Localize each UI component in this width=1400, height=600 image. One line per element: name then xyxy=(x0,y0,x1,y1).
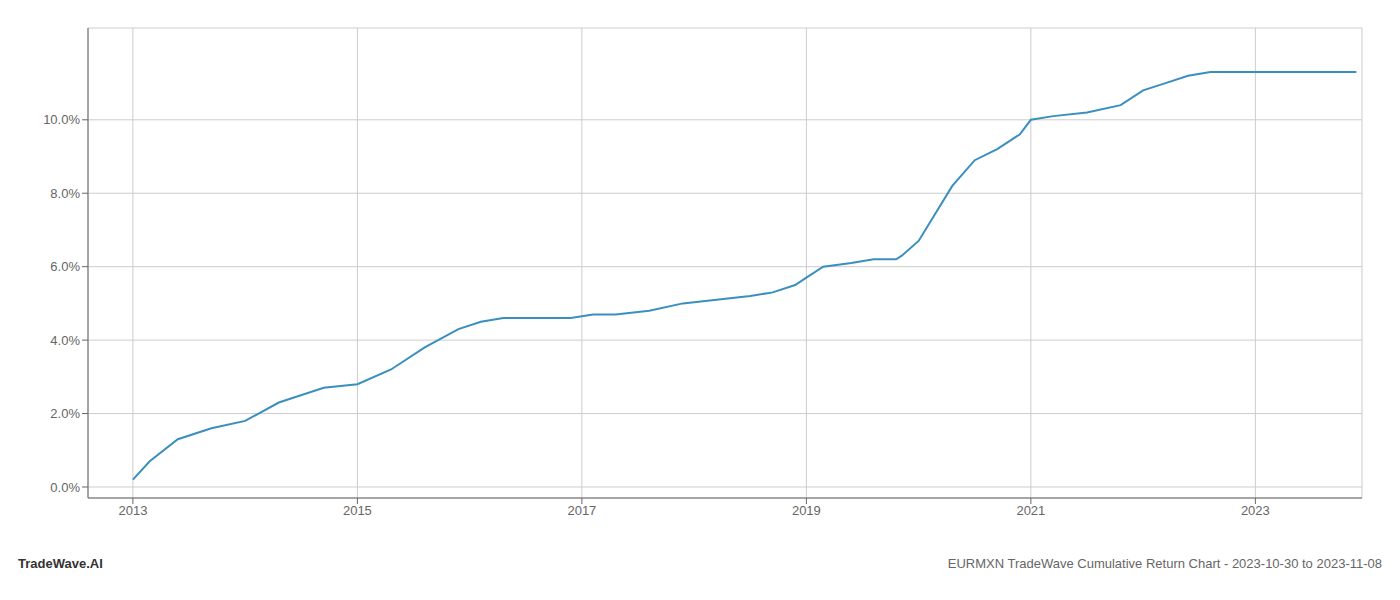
svg-text:2.0%: 2.0% xyxy=(50,406,80,421)
svg-text:6.0%: 6.0% xyxy=(50,259,80,274)
svg-text:2019: 2019 xyxy=(792,503,821,518)
svg-text:2023: 2023 xyxy=(1241,503,1270,518)
svg-text:2017: 2017 xyxy=(567,503,596,518)
svg-text:0.0%: 0.0% xyxy=(50,480,80,495)
svg-text:2013: 2013 xyxy=(118,503,147,518)
html-text:TradeWave.AI: TradeWave.AI xyxy=(18,555,103,571)
svg-text:2015: 2015 xyxy=(343,503,372,518)
svg-text:10.0%: 10.0% xyxy=(43,112,80,127)
html-text:EURMXN TradeWave Cumulative Re: EURMXN TradeWave Cumulative Return Chart… xyxy=(947,555,1382,571)
svg-text:4.0%: 4.0% xyxy=(50,333,80,348)
svg-text:2021: 2021 xyxy=(1016,503,1045,518)
svg-text:8.0%: 8.0% xyxy=(50,186,80,201)
